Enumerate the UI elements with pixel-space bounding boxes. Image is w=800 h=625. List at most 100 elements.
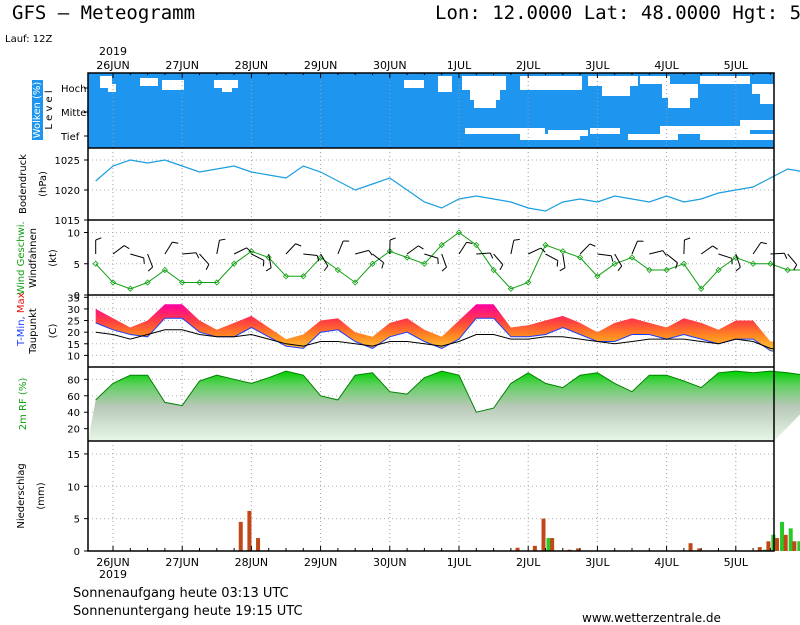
cloud-clear-patch xyxy=(404,80,424,88)
cloud-clear-patch xyxy=(520,76,582,90)
wind-speed-point xyxy=(196,279,203,286)
precip-rain-bar xyxy=(783,534,788,551)
y-tick-label: 35 xyxy=(67,293,80,304)
wind-barb-feather xyxy=(262,260,265,267)
wind-speed-point xyxy=(750,260,757,267)
y-tick-label: 20 xyxy=(67,328,80,339)
date-label-bottom: 27JUN xyxy=(165,556,199,569)
wind-axis-label: Wind Geschwi. xyxy=(16,221,27,294)
y-tick-label: 10 xyxy=(67,482,80,493)
wind-speed-point xyxy=(542,241,549,249)
wind-barb xyxy=(320,253,329,267)
wind-barb xyxy=(493,253,504,265)
wind-speed-point xyxy=(109,279,117,286)
wind-barb xyxy=(458,241,468,255)
date-label-bottom: 26JUN xyxy=(96,556,130,569)
temperature-group xyxy=(95,304,774,352)
wind-barb xyxy=(735,253,741,268)
date-label-bottom: 29JUN xyxy=(304,556,338,569)
pressure-axis-label: Bodendruck xyxy=(18,154,29,214)
y-tick-label: 1015 xyxy=(55,216,80,227)
wind-barb xyxy=(251,253,265,261)
dewpoint-line xyxy=(95,329,774,350)
wind-barb-feather xyxy=(793,264,798,271)
wind-speed-point xyxy=(352,279,359,286)
wind-speed-point xyxy=(698,285,705,292)
data-series xyxy=(88,159,800,551)
cloud-clear-patch xyxy=(662,84,698,98)
wind-speed-point xyxy=(525,279,532,286)
cloud-clear-patch xyxy=(668,98,690,108)
pressure-line xyxy=(95,159,800,212)
cloud-clear-patch xyxy=(214,80,238,88)
wind-barb-feather xyxy=(295,243,302,247)
cloud-clear-patch xyxy=(760,94,774,104)
wind-speed-point xyxy=(784,266,791,274)
wind-barb xyxy=(182,252,197,255)
wind-speed-point xyxy=(646,266,653,274)
wind-barb xyxy=(355,249,369,255)
wind-speed-point xyxy=(404,254,411,261)
wind-speed-line xyxy=(95,231,800,290)
date-label-top: 28JUN xyxy=(235,59,269,72)
cloud-clear-patch xyxy=(700,134,774,140)
wind-barb-feather xyxy=(540,247,546,253)
wind-barb-feather xyxy=(195,252,200,259)
wind-barb xyxy=(649,250,664,255)
wind-speed-point xyxy=(715,266,722,274)
clouds-axis-label: Wolken (%) xyxy=(32,82,43,139)
wind-barb-feather xyxy=(760,241,767,245)
wind-barb-feather xyxy=(489,252,494,259)
wind-barb-feather xyxy=(684,237,691,241)
cloud-clear-patch xyxy=(462,76,506,90)
wind-barb-feather xyxy=(246,247,252,253)
wind-barb-feather xyxy=(316,255,320,262)
precip-rain-bar xyxy=(766,541,771,551)
wind-barb-feather xyxy=(556,260,559,267)
cloud-clear-patch xyxy=(520,134,580,140)
temperature-unit-label: (C) xyxy=(48,324,59,339)
wind-barb xyxy=(666,253,678,264)
precip-shower-bar xyxy=(797,541,800,551)
sunrise-text: Sonnenaufgang heute 03:13 UTC xyxy=(73,586,289,601)
wind-barb-feather xyxy=(610,255,614,262)
wind-barb-feather xyxy=(735,266,741,272)
date-label-top: 1JUL xyxy=(447,59,472,72)
wind-barb xyxy=(268,253,272,268)
wind-barb-feather xyxy=(172,241,179,244)
wind-barb-feather xyxy=(147,266,153,272)
wind-barb xyxy=(164,241,173,255)
date-label-top: 5JUL xyxy=(724,59,749,72)
y-tick-label: 30 xyxy=(67,305,80,316)
wind-barb xyxy=(527,247,542,255)
cloud-clear-patch xyxy=(140,78,158,86)
y-tick-label: 0 xyxy=(74,547,80,558)
website-link[interactable]: www.wetterzentrale.de xyxy=(582,611,721,625)
wind-speed-point xyxy=(577,254,584,261)
wind-barb xyxy=(545,253,559,262)
cloud-clear-patch xyxy=(640,76,670,84)
date-label-top: 29JUN xyxy=(304,59,338,72)
date-label-bottom: 28JUN xyxy=(235,556,269,569)
wind-speed-point xyxy=(127,285,134,292)
cloud-clear-patch xyxy=(465,128,545,134)
precip-rain-bar xyxy=(550,538,555,551)
wind-barb-feather xyxy=(95,237,102,241)
y-tick-label: 60 xyxy=(67,392,80,403)
cloud-clear-patch xyxy=(602,86,630,96)
wind-barb xyxy=(718,253,732,259)
precip-rain-bar xyxy=(697,548,702,551)
cloud-clear-patch xyxy=(108,84,116,92)
wind-barb xyxy=(631,240,638,255)
wind-speed-point xyxy=(473,241,480,249)
cloud-clear-patch xyxy=(438,76,452,92)
wind-barb xyxy=(424,253,438,259)
wind-barb xyxy=(130,253,144,259)
windfahnen-axis-label: Windfahnen xyxy=(28,228,39,288)
cloud-clear-patch xyxy=(740,120,774,130)
wind-barb-feather xyxy=(559,267,566,272)
date-label-bottom: 30JUN xyxy=(373,556,407,569)
wind-barb-feather xyxy=(389,237,396,241)
wind-barb xyxy=(476,252,491,255)
precip-rain-bar xyxy=(532,545,537,551)
